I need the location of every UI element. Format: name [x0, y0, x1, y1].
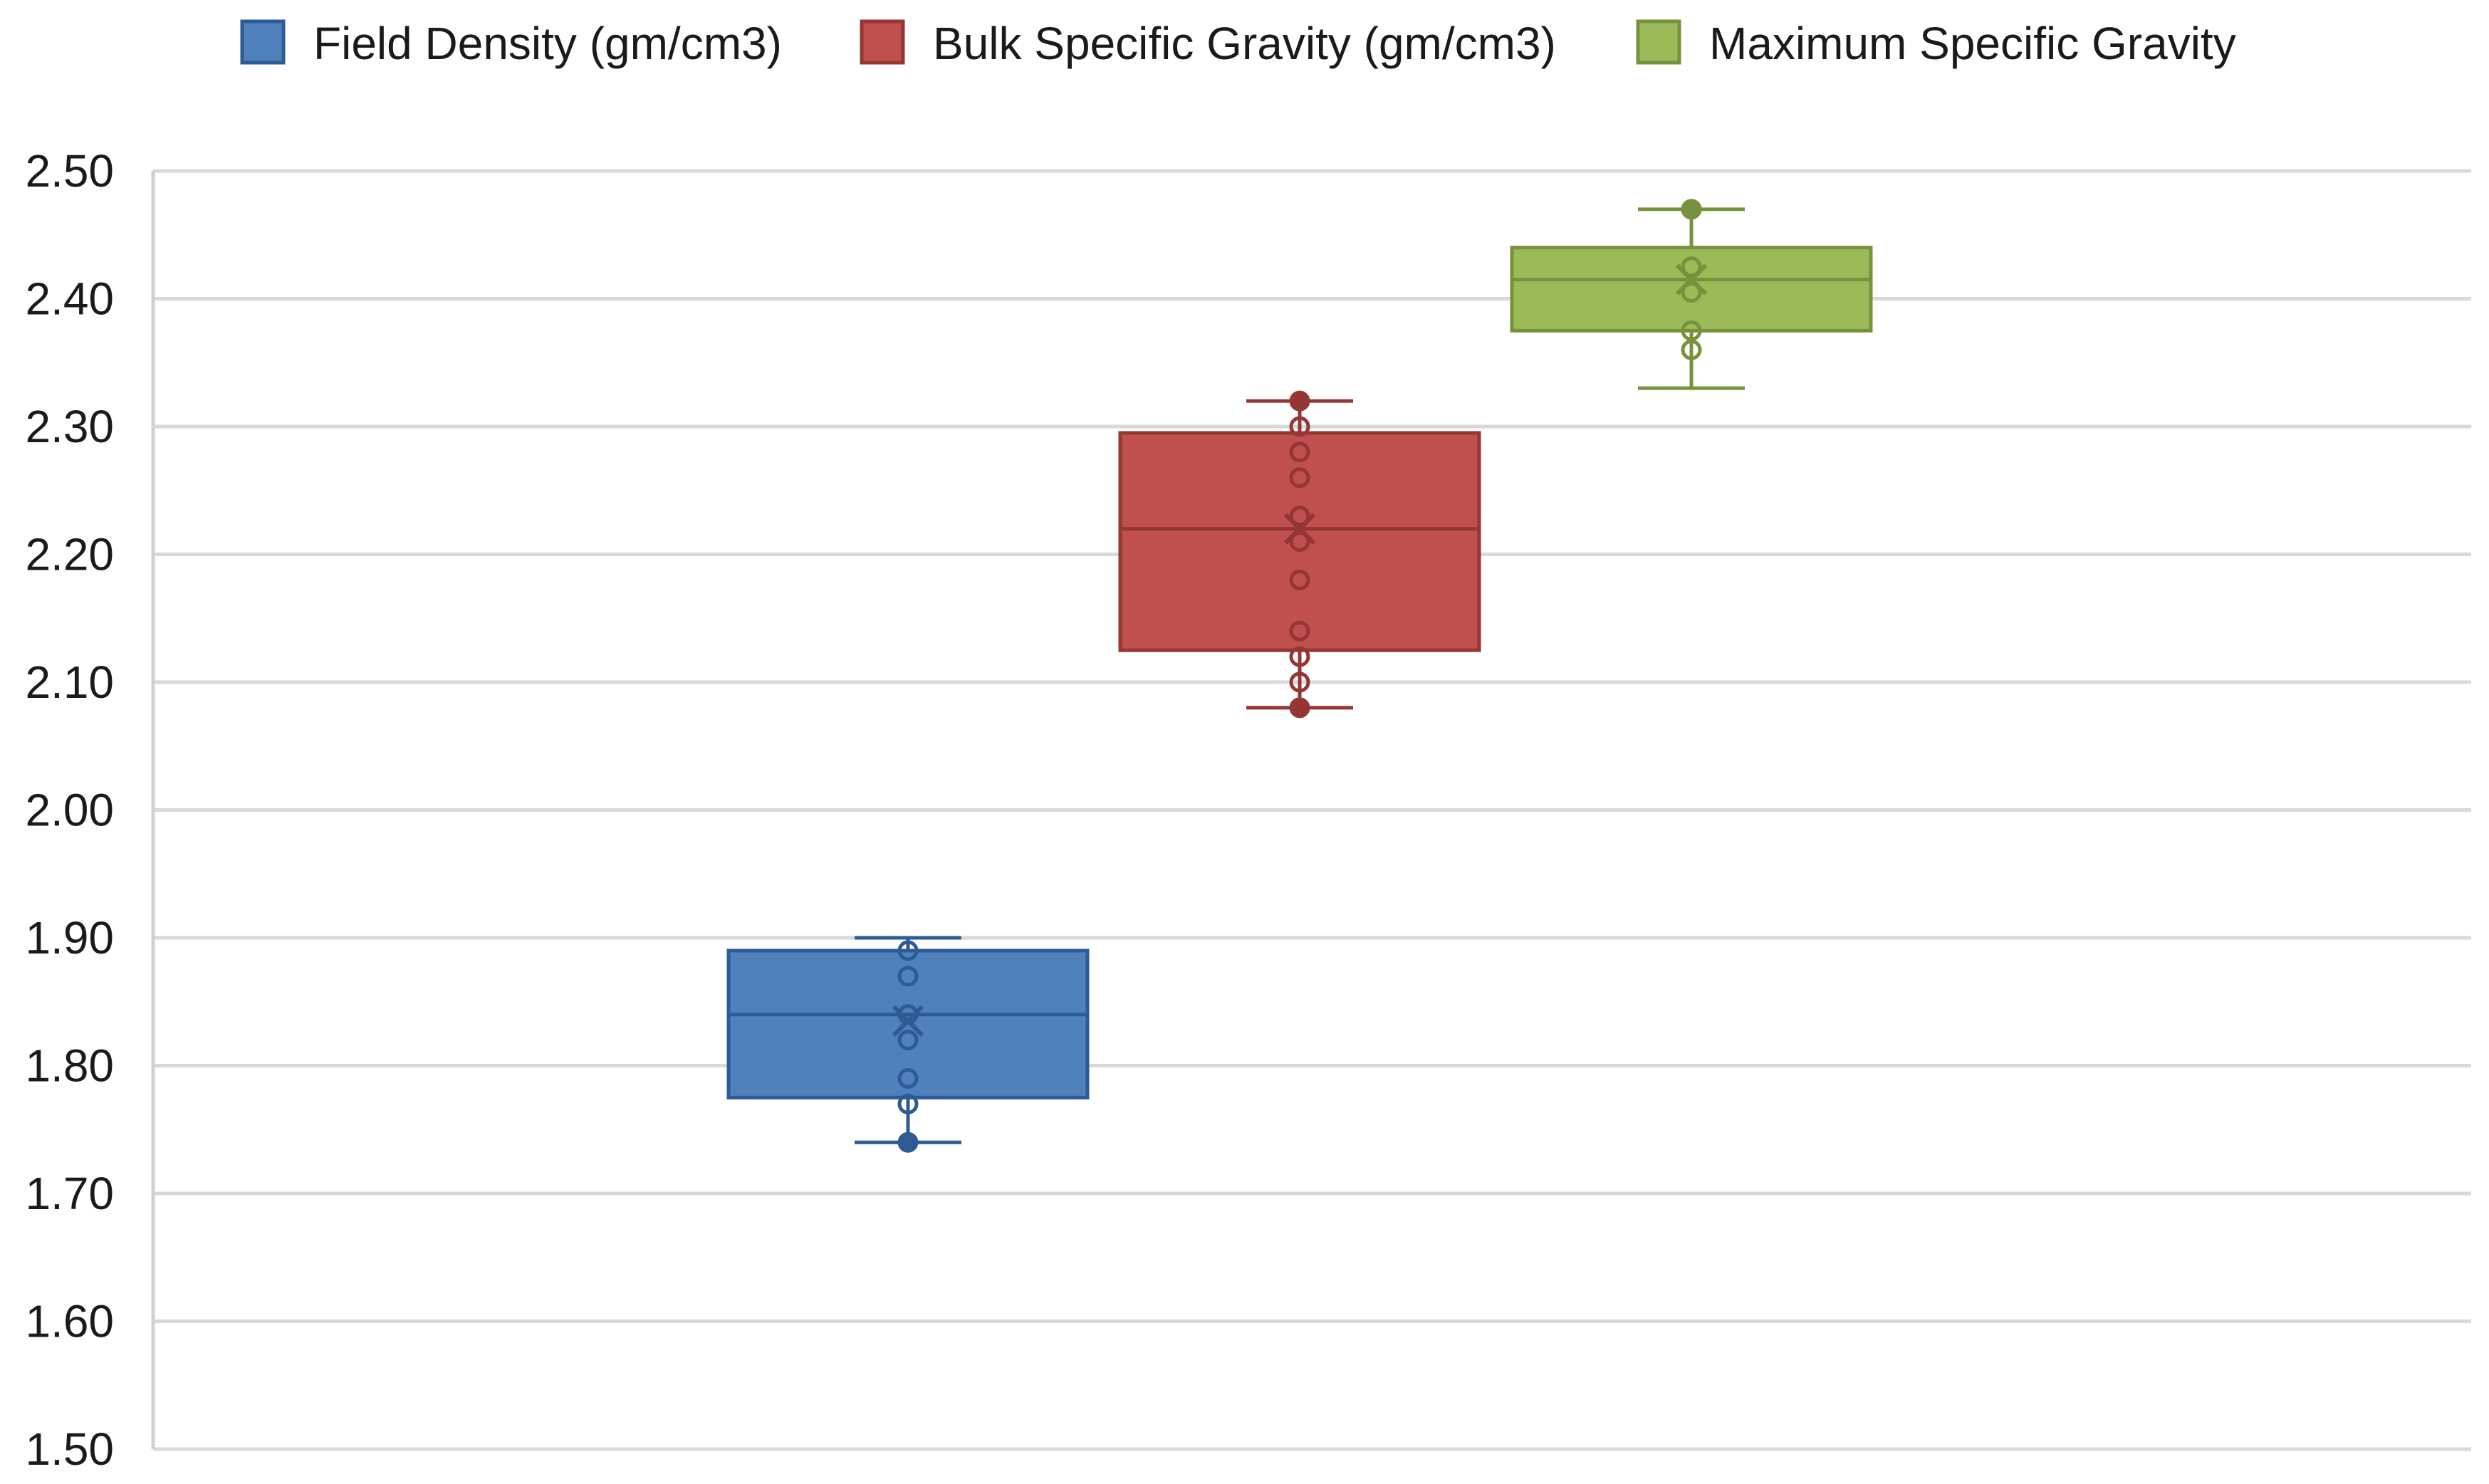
data-point	[1681, 256, 1702, 278]
legend-swatch	[240, 19, 286, 65]
data-point	[1681, 282, 1702, 303]
legend-label: Maximum Specific Gravity	[1709, 18, 2236, 69]
y-tick-label: 1.90	[25, 912, 114, 963]
data-point	[1681, 320, 1702, 341]
y-tick-label: 2.40	[25, 273, 114, 325]
mean-marker	[892, 1005, 924, 1037]
box-3	[1510, 199, 1873, 390]
y-tick-label: 2.30	[25, 401, 114, 452]
y-axis-tick-labels: 1.50 1.60 1.70 1.80 1.90 2.00 2.10 2.20 2.30 2.40…	[25, 145, 114, 1475]
y-tick-label: 1.80	[25, 1040, 114, 1092]
box-2	[1118, 390, 1481, 719]
box-series	[726, 199, 1873, 1153]
data-point	[897, 966, 919, 987]
legend-label: Field Density (gm/cm3)	[313, 18, 782, 69]
box-1	[726, 936, 1090, 1153]
data-point	[1289, 672, 1310, 693]
data-point	[1289, 646, 1310, 667]
data-point	[897, 1067, 919, 1089]
y-tick-label: 2.00	[25, 785, 114, 836]
data-point	[1289, 390, 1310, 412]
data-point	[897, 1132, 919, 1153]
data-point	[897, 940, 919, 961]
data-point	[1681, 339, 1702, 360]
data-point	[1289, 620, 1310, 642]
box-iqr	[1510, 246, 1873, 333]
data-point	[1289, 531, 1310, 553]
data-point	[897, 1030, 919, 1051]
data-point	[1289, 506, 1310, 527]
legend-swatch	[1636, 19, 1681, 65]
data-point	[1289, 697, 1310, 719]
legend-label: Bulk Specific Gravity (gm/cm3)	[933, 18, 1556, 69]
box-iqr	[1118, 431, 1481, 652]
data-point	[897, 1093, 919, 1114]
data-point	[1289, 416, 1310, 437]
data-point	[1681, 199, 1702, 220]
y-tick-label: 1.60	[25, 1296, 114, 1347]
legend-swatch	[860, 19, 905, 65]
data-point	[1289, 441, 1310, 463]
data-point	[1289, 569, 1310, 590]
data-point	[1289, 467, 1310, 488]
mean-marker	[1675, 263, 1708, 296]
legend: Field Density (gm/cm3) Bulk Specific Grav…	[240, 18, 2236, 69]
y-tick-label: 2.20	[25, 529, 114, 580]
y-tick-label: 1.50	[25, 1423, 114, 1475]
y-tick-label: 2.10	[25, 657, 114, 708]
mean-marker	[1283, 513, 1316, 545]
gridlines	[153, 169, 2471, 1451]
y-tick-label: 1.70	[25, 1168, 114, 1219]
y-tick-label: 2.50	[25, 145, 114, 197]
